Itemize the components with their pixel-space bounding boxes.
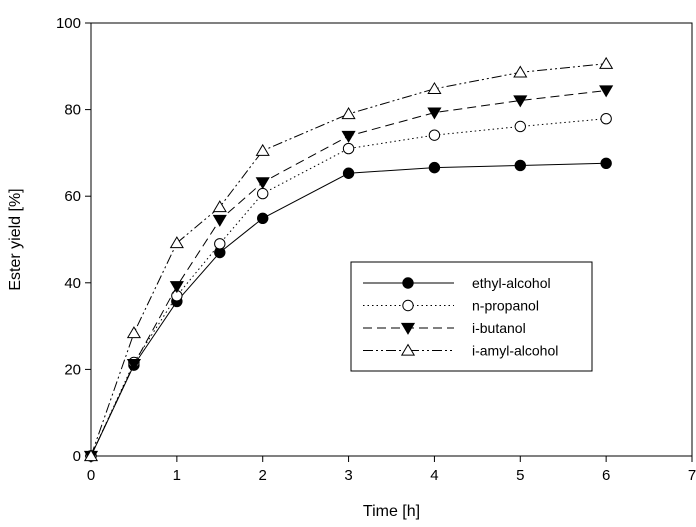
- data-point: [513, 95, 528, 108]
- legend-label: ethyl-alcohol: [472, 275, 551, 291]
- data-point: [341, 107, 356, 120]
- legend-marker: [400, 322, 416, 335]
- legend-entry: n-propanol: [363, 298, 539, 314]
- data-point: [212, 200, 227, 213]
- legend-label: i-butanol: [472, 320, 526, 336]
- data-point: [427, 107, 442, 120]
- x-tick-label: 0: [87, 467, 95, 484]
- plot-frame: [90, 22, 693, 457]
- legend: ethyl-alcohol n-propanol i-butanol i-amyl-a…: [350, 261, 593, 372]
- data-point: [428, 161, 441, 174]
- data-point: [126, 326, 142, 339]
- data-point: [255, 143, 270, 156]
- data-point: [342, 142, 355, 155]
- data-point: [255, 177, 270, 190]
- data-point: [600, 157, 612, 169]
- data-point: [427, 81, 442, 94]
- x-tick-label: 4: [430, 467, 438, 484]
- y-tick-label: 100: [56, 15, 81, 32]
- series-layer: [83, 56, 614, 463]
- legend-entry: i-butanol: [363, 320, 526, 336]
- x-tick-label: 2: [259, 467, 267, 484]
- y-tick-label: 20: [64, 361, 81, 378]
- x-tick-label: 7: [688, 467, 696, 484]
- data-point: [600, 112, 612, 125]
- data-point: [212, 214, 227, 227]
- x-tick-label: 3: [344, 467, 352, 484]
- legend-entry: ethyl-alcohol: [363, 275, 551, 291]
- x-tick-label: 1: [173, 467, 181, 484]
- y-axis-title: Ester yield [%]: [7, 188, 24, 290]
- data-point: [169, 281, 184, 294]
- legend-label: n-propanol: [472, 298, 539, 314]
- legend-label: i-amyl-alcohol: [472, 343, 558, 359]
- legend-marker: [400, 343, 416, 356]
- data-point: [342, 167, 355, 179]
- legend-box: [350, 261, 593, 372]
- data-point: [83, 449, 99, 462]
- y-tick-label: 80: [64, 102, 81, 119]
- x-tick-label: 5: [516, 467, 524, 484]
- series-line: [90, 63, 607, 457]
- data-point: [126, 359, 142, 372]
- y-tick-label: 60: [64, 188, 81, 205]
- data-point: [341, 130, 356, 143]
- axes: 0 1 2 3 4 5 6 7 0 20 40 60 80 100: [56, 15, 696, 484]
- data-point: [169, 236, 184, 249]
- x-tick-label: 6: [602, 467, 610, 484]
- x-axis-title: Time [h]: [363, 503, 420, 520]
- data-point: [257, 187, 269, 200]
- data-point: [214, 238, 226, 250]
- series-i-butanol: [83, 85, 614, 463]
- legend-marker: [402, 299, 414, 312]
- data-point: [514, 120, 526, 133]
- data-point: [257, 212, 269, 224]
- data-point: [599, 56, 614, 69]
- data-point: [514, 159, 526, 172]
- data-point: [428, 129, 441, 141]
- data-point: [599, 85, 614, 98]
- series-i-amyl-alcohol: [83, 56, 614, 462]
- legend-entry: i-amyl-alcohol: [363, 343, 558, 359]
- y-tick-label: 40: [64, 275, 81, 292]
- legend-marker: [402, 277, 414, 289]
- data-point: [513, 65, 528, 78]
- y-tick-label: 0: [73, 448, 81, 465]
